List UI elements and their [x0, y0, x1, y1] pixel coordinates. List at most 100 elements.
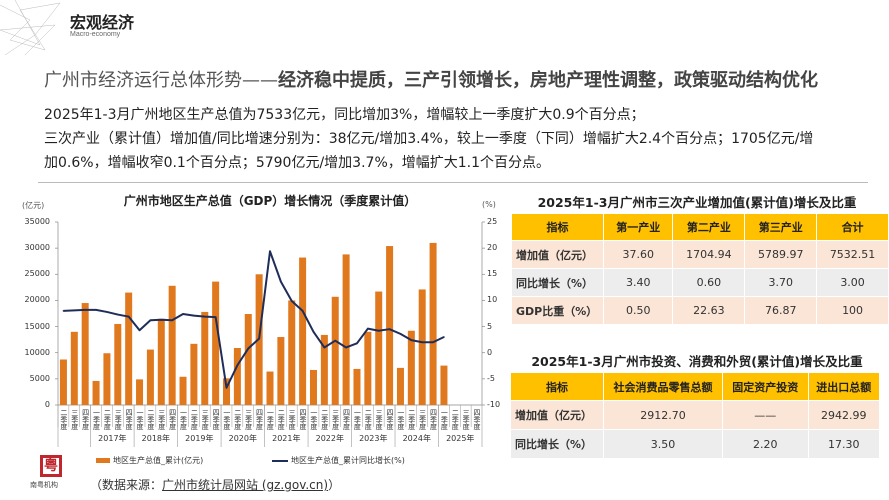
cell: 100: [817, 297, 888, 324]
legend-line-swatch: [272, 460, 288, 462]
growth-point: [334, 339, 337, 342]
gdp-bar: [168, 285, 176, 405]
section-title: 宏观经济: [70, 13, 135, 32]
cell: 3.40: [604, 269, 673, 296]
quarter-label: 三季度: [244, 408, 253, 430]
gdp-bar: [146, 349, 154, 405]
growth-point: [138, 329, 141, 332]
growth-point: [410, 339, 413, 341]
header-cell: 进出口总额: [808, 373, 879, 400]
right-tick-label: 15: [487, 269, 498, 279]
quarter-label: 二季度: [364, 408, 373, 430]
cell: 0.60: [673, 269, 745, 296]
left-tick-label: 0: [44, 400, 50, 409]
investment-table: 指标 社会消费品零售总额 固定资产投资 进出口总额 增加值（亿元） 2912.7…: [510, 372, 880, 459]
cell: 1704.94: [673, 241, 745, 268]
gdp-bar: [429, 242, 437, 405]
quarter-label: 三季度: [70, 408, 79, 430]
quarter-label: 三季度: [418, 408, 427, 430]
quarter-label: 一季度: [440, 408, 449, 430]
right-tick-label: 0: [487, 347, 493, 357]
table-row: 增加值（亿元） 2912.70 —— 2942.99: [511, 401, 879, 429]
table-row: 同比增长（%） 3.40 0.60 3.70 3.00: [512, 269, 888, 296]
quarter-label: 二季度: [277, 408, 286, 430]
right-tick-label: -10: [487, 400, 501, 409]
gdp-bar: [244, 314, 252, 405]
growth-point: [280, 280, 282, 283]
growth-point: [127, 315, 130, 318]
growth-point: [225, 386, 228, 389]
header-cell: 社会消费品零售总额: [604, 373, 722, 400]
quarter-label: 四季度: [81, 408, 90, 430]
headline-emphasis: 经济稳中提质，三产引领增长，房地产理性调整，政策驱动结构优化: [278, 70, 818, 91]
header-cell: 合计: [817, 214, 888, 240]
quarter-label: 一季度: [353, 408, 362, 430]
left-tick-label: 20000: [24, 295, 50, 305]
left-tick-label: 15000: [24, 321, 50, 331]
row-label: GDP比重（%）: [512, 297, 603, 324]
quarter-label: 三季度: [201, 408, 210, 430]
header-cell: 指标: [511, 373, 603, 400]
left-tick-label: 30000: [24, 243, 50, 253]
quarter-label: 一季度: [179, 408, 188, 430]
quarter-label: 一季度: [396, 408, 405, 430]
growth-point: [323, 346, 326, 349]
industry-table: 指标 第一产业 第二产业 第三产业 合计 增加值（亿元） 37.60 1704.…: [511, 213, 889, 325]
growth-point: [203, 315, 206, 318]
gdp-bar: [418, 289, 426, 405]
quarter-label: 四季度: [299, 408, 308, 430]
growth-point: [377, 329, 380, 332]
gdp-bar: [201, 311, 209, 405]
quarter-label: 四季度: [125, 408, 134, 430]
gdp-bar: [114, 323, 122, 405]
left-tick-label: 5000: [29, 373, 50, 383]
cell: 2912.70: [604, 401, 722, 429]
gdp-bar: [299, 257, 307, 405]
right-tick-label: 20: [487, 243, 498, 253]
gdp-bar: [125, 292, 133, 405]
gdp-bar: [288, 300, 296, 405]
growth-point: [247, 347, 250, 350]
gdp-bar: [70, 331, 78, 405]
quarter-label: 三季度: [114, 408, 123, 430]
quarter-label: 一季度: [222, 408, 231, 430]
quarter-label: 三季度: [462, 408, 471, 430]
row-label: 同比增长（%）: [511, 430, 603, 458]
growth-point: [84, 309, 86, 311]
cell: 37.60: [604, 241, 673, 268]
gdp-bar: [320, 334, 328, 405]
right-tick-label: 25: [487, 217, 498, 226]
growth-point: [171, 319, 173, 322]
quarter-label: 二季度: [103, 408, 112, 430]
gdp-bar: [212, 281, 220, 405]
cell: 3.00: [817, 269, 888, 296]
growth-point: [443, 336, 445, 338]
headline-prefix: 广州市经济运行总体形势——: [44, 70, 278, 91]
source-link[interactable]: 广州市统计局网站 (gz.gov.cn): [162, 478, 329, 492]
network-decoration: [0, 0, 61, 55]
gdp-bar: [309, 369, 317, 405]
growth-point: [193, 314, 195, 317]
row-label: 同比增长（%）: [512, 269, 603, 296]
left-tick-label: 35000: [24, 217, 50, 226]
gdp-bar: [136, 379, 144, 405]
table-row: GDP比重（%） 0.50 22.63 76.87 100: [512, 297, 888, 324]
table1-title: 2025年1-3月广州市三次产业增加值(累计值)增长及比重: [537, 195, 857, 210]
quarter-label: 四季度: [168, 408, 177, 430]
cell: 3.70: [745, 269, 817, 296]
source-close: ）: [328, 478, 341, 492]
left-tick-label: 25000: [24, 269, 50, 279]
quarter-label: 四季度: [342, 408, 351, 430]
headline: 广州市经济运行总体形势——经济稳中提质，三产引领增长，房地产理性调整，政策驱动结…: [44, 66, 818, 92]
cell: 22.63: [673, 297, 745, 324]
cell: 2942.99: [808, 401, 879, 429]
growth-point: [356, 342, 358, 345]
section-subtitle: Macro-economy: [70, 31, 121, 38]
growth-point: [116, 313, 119, 316]
paragraph-line: 三次产业（累计值）增加值/同比增速分别为：38亿元/增加3.4%，较上一季度（下…: [44, 131, 814, 147]
logo-icon: 粤: [40, 455, 62, 477]
gdp-bar: [190, 343, 198, 405]
gdp-bar: [331, 296, 339, 405]
quarter-label: 二季度: [407, 408, 416, 430]
